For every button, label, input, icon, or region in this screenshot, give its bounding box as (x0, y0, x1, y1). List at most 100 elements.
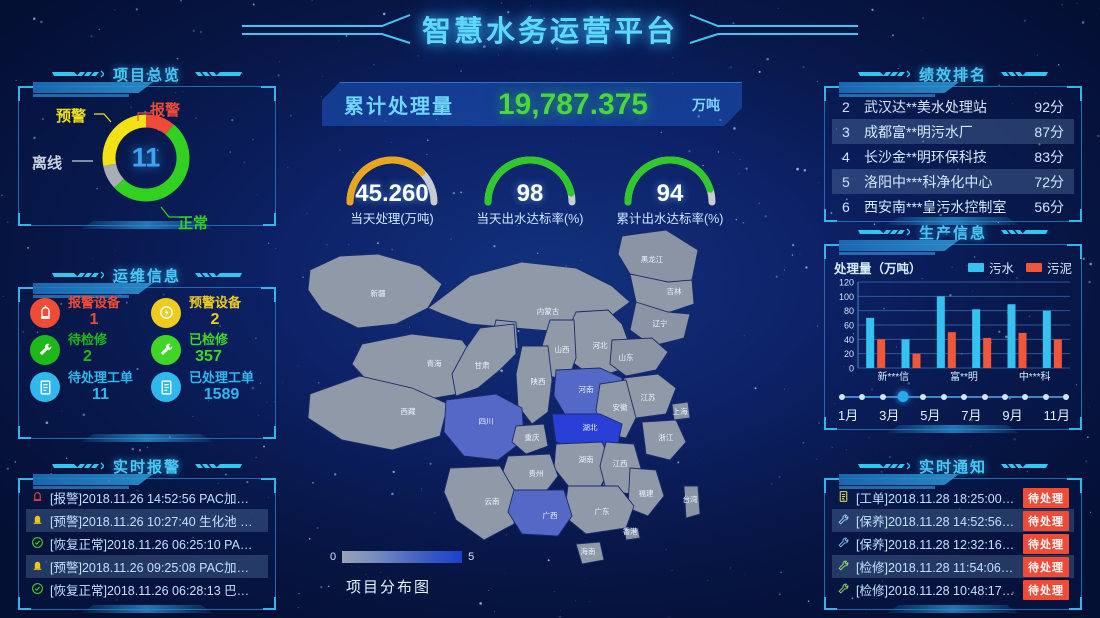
bar[interactable] (983, 337, 992, 368)
list-item[interactable]: [报警]2018.11.26 14:52:56 PAC加… (26, 486, 268, 509)
map-province[interactable] (683, 485, 701, 519)
month-slider-dot[interactable] (859, 394, 866, 400)
om-item[interactable]: 已检修 357 (151, 332, 264, 366)
month-slider-dot[interactable] (839, 394, 845, 400)
map-province-label: 山东 (619, 352, 634, 362)
list-item-text: [预警]2018.11.26 10:27:40 生化池 … (50, 515, 253, 529)
status-badge[interactable]: 待处理 (1023, 487, 1069, 508)
map-province[interactable] (629, 301, 691, 347)
map-province-label: 香港 (623, 526, 638, 536)
om-item[interactable]: 已处理工单 1589 (151, 370, 264, 404)
bar[interactable] (1018, 332, 1027, 368)
month-label[interactable]: 7月 (961, 408, 982, 423)
list-item[interactable]: [预警]2018.11.26 09:25:08 PAC加… (26, 555, 268, 578)
map-province[interactable] (515, 345, 553, 425)
map-province[interactable] (307, 375, 449, 451)
bar[interactable] (901, 339, 910, 368)
month-slider-dot[interactable] (981, 394, 988, 400)
donut-segment-1[interactable] (114, 124, 190, 202)
list-item[interactable]: [保养]2018.11.28 12:32:16… 待处理 (832, 532, 1074, 555)
rank-name: 武汉达**美水处理站 (864, 98, 987, 115)
table-row[interactable]: 2 武汉达**美水处理站 92分 (832, 94, 1074, 119)
donut-segment-3[interactable] (102, 114, 147, 167)
map-province[interactable] (671, 401, 691, 421)
map-province-label: 陕西 (531, 376, 546, 386)
bar[interactable] (912, 353, 921, 368)
donut-segment-0[interactable] (145, 114, 174, 135)
bar[interactable] (1007, 304, 1016, 368)
list-item[interactable]: [恢复正常]2018.11.26 06:28:13 巴… (26, 578, 268, 601)
realtime-notice-list[interactable]: [工单]2018.11.28 18:25:00… 待处理 [保养]2018.11.2… (832, 486, 1074, 601)
month-slider-dot[interactable] (1042, 394, 1049, 400)
om-item[interactable]: 待处理工单 11 (30, 370, 143, 404)
map-province[interactable] (623, 527, 641, 541)
map-province-label: 湖南 (579, 454, 594, 464)
om-item[interactable]: 报警设备 1 (30, 295, 143, 329)
list-item[interactable]: [检修]2018.11.28 11:54:06… 待处理 (832, 555, 1074, 578)
status-badge[interactable]: 待处理 (1023, 510, 1069, 531)
status-badge[interactable]: 待处理 (1023, 579, 1069, 600)
list-item[interactable]: [工单]2018.11.28 18:25:00… 待处理 (832, 486, 1074, 509)
bar[interactable] (877, 339, 886, 368)
month-slider-dot[interactable] (897, 391, 909, 402)
month-label[interactable]: 9月 (1002, 408, 1023, 423)
map-province-label: 湖北 (583, 423, 598, 432)
month-slider-dot[interactable] (940, 394, 947, 400)
map-province[interactable] (575, 541, 605, 565)
list-item[interactable]: [检修]2018.11.28 10:48:17… 待处理 (832, 578, 1074, 601)
status-badge[interactable]: 待处理 (1023, 556, 1069, 577)
legend-item-sewage[interactable]: 污水 (967, 258, 1014, 277)
china-map[interactable]: 新疆内蒙古黑龙江吉林辽宁北京天津河北山西宁夏青海甘肃陕西河南山东江苏安徽上海西藏… (300, 228, 770, 568)
legend-item-sludge[interactable]: 污泥 (1025, 258, 1072, 277)
month-slider[interactable]: 1月 3月 5月 7月 9月 11月 (838, 391, 1070, 424)
y-axis-tick: 120 (839, 278, 854, 288)
realtime-alarm-list[interactable]: [报警]2018.11.26 14:52:56 PAC加… [预警]2018.11… (26, 486, 268, 601)
donut-leader-alarm (137, 112, 153, 121)
month-slider-dot[interactable] (1001, 394, 1008, 400)
map-province[interactable] (443, 465, 515, 541)
bar[interactable] (866, 317, 875, 368)
month-label[interactable]: 3月 (879, 408, 900, 423)
list-item[interactable]: [恢复正常]2018.11.26 06:25:10 PA… (26, 532, 268, 555)
legend-swatch-sludge (1025, 263, 1042, 272)
donut-segment-2[interactable] (103, 163, 124, 188)
bar[interactable] (972, 309, 981, 368)
month-label[interactable]: 11月 (1043, 408, 1070, 423)
month-slider-dot[interactable] (1063, 394, 1069, 400)
om-item-value: 2 (83, 348, 92, 366)
map-province[interactable] (641, 419, 687, 461)
month-slider-dot[interactable] (1022, 394, 1029, 400)
month-slider-dot[interactable] (920, 394, 927, 400)
table-row[interactable]: 5 洛阳中***科净化中心 72分 (832, 169, 1074, 194)
om-item[interactable]: 待检修 2 (30, 332, 143, 366)
map-province[interactable] (609, 337, 669, 377)
map-province[interactable] (511, 423, 549, 455)
map-province-label: 黑龙江 (641, 254, 664, 264)
table-row[interactable]: 4 长沙金**明环保科技 83分 (832, 144, 1074, 169)
month-slider-track-area[interactable] (838, 391, 1070, 402)
donut-leader-warning (94, 113, 112, 123)
bar[interactable] (947, 332, 956, 368)
month-label[interactable]: 5月 (920, 408, 941, 423)
om-item[interactable]: 预警设备 2 (151, 295, 264, 329)
table-row[interactable]: 3 成都富**明污水厂 87分 (832, 119, 1074, 144)
table-row[interactable]: 6 西安南***皇污水控制室 56分 (832, 194, 1074, 219)
bar[interactable] (936, 296, 945, 368)
status-badge[interactable]: 待处理 (1023, 533, 1069, 554)
map-province-label: 内蒙古 (537, 306, 560, 316)
y-axis-tick: 0 (849, 364, 854, 374)
realtime-notice-title: 实时通知 (918, 459, 987, 476)
map-province[interactable] (507, 489, 573, 537)
list-item[interactable]: [预警]2018.11.26 10:27:40 生化池 … (26, 509, 268, 532)
map-province[interactable] (443, 393, 525, 461)
list-item[interactable]: [保养]2018.11.28 14:52:56… 待处理 (832, 509, 1074, 532)
month-slider-dot[interactable] (879, 394, 886, 400)
list-item-text: [工单]2018.11.28 18:25:00… (856, 492, 1015, 506)
month-slider-dot[interactable] (961, 394, 968, 400)
bar[interactable] (1042, 310, 1051, 368)
performance-rank-list[interactable]: 2 武汉达**美水处理站 92分 3 成都富**明污水厂 87分 4 长沙金**明环保科技 83… (832, 94, 1074, 219)
rank-number: 2 (842, 98, 850, 115)
bar[interactable] (1053, 339, 1062, 368)
month-label[interactable]: 1月 (838, 408, 859, 423)
map-province[interactable] (451, 323, 517, 397)
